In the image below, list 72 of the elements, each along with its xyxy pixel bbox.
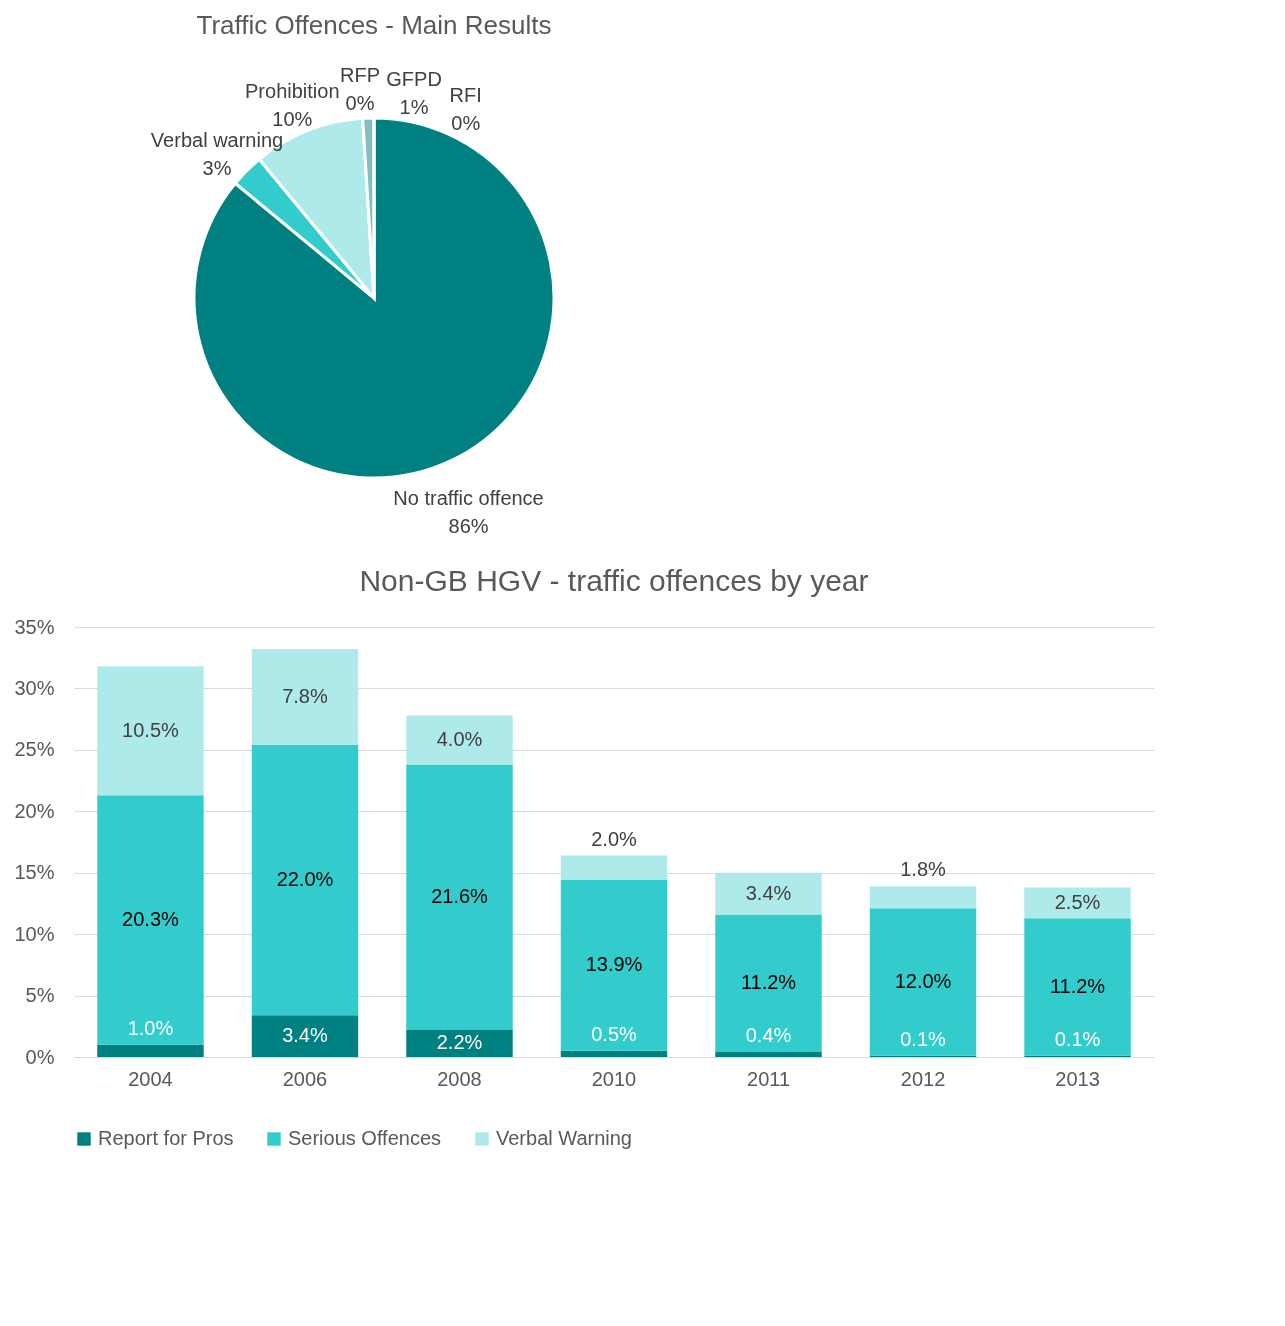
bar bbox=[560, 1050, 668, 1057]
data-label: 2.5% bbox=[1054, 890, 1101, 913]
bar bbox=[406, 715, 513, 765]
data-label: 7.8% bbox=[282, 685, 328, 708]
legend-label: Verbal Warning bbox=[496, 1127, 632, 1149]
text: 0% bbox=[345, 92, 375, 115]
bar bbox=[715, 914, 822, 1053]
data-label: 11.2% bbox=[1049, 974, 1106, 997]
y-tick-label: 35% bbox=[14, 615, 55, 638]
data-label: 1.8% bbox=[900, 858, 947, 881]
bar bbox=[869, 886, 977, 909]
data-label: 2.2% bbox=[436, 1031, 483, 1054]
x-tick-label: 2004 bbox=[128, 1067, 173, 1090]
slice-label: Prohibition bbox=[245, 79, 340, 102]
bar bbox=[406, 1029, 513, 1057]
bar bbox=[1024, 918, 1131, 1056]
bar bbox=[1024, 887, 1131, 919]
bar bbox=[560, 855, 668, 881]
data-label: 0.1% bbox=[1054, 1027, 1101, 1050]
data-label: 12.0% bbox=[894, 970, 952, 993]
bar bbox=[97, 666, 204, 796]
data-label: 0.5% bbox=[591, 1022, 638, 1045]
y-tick-label: 15% bbox=[14, 861, 55, 884]
category-label: RFI bbox=[449, 83, 482, 106]
bar bbox=[406, 764, 513, 1030]
data-label: 0.1% bbox=[900, 1027, 947, 1050]
bar bbox=[715, 1052, 822, 1057]
x-tick-label: 2008 bbox=[437, 1067, 482, 1090]
data-label: 4.0% bbox=[436, 728, 483, 751]
data-label: 3.4% bbox=[745, 881, 792, 904]
data-label: 20.3% bbox=[122, 908, 180, 931]
y-tick-label: 0% bbox=[25, 1045, 55, 1068]
bar bbox=[97, 1044, 204, 1057]
slice-label: No traffic offence bbox=[393, 486, 544, 509]
data-label: 1.0% bbox=[127, 1016, 174, 1039]
text: 0% bbox=[451, 111, 481, 134]
data-label: 11.2% bbox=[740, 971, 797, 994]
x-tick-label: 2011 bbox=[747, 1067, 791, 1090]
category-label: RFP bbox=[340, 64, 381, 87]
x-tick-label: 2012 bbox=[900, 1067, 946, 1090]
chart-title: Non-GB HGV - traffic offences by year bbox=[359, 564, 869, 597]
y-tick-label: 20% bbox=[14, 799, 55, 822]
bar bbox=[97, 795, 204, 1045]
data-label: 21.6% bbox=[431, 885, 489, 908]
data-label: 22.0% bbox=[276, 868, 334, 891]
data-label: 1% bbox=[399, 95, 429, 118]
data-label: 3.4% bbox=[282, 1024, 328, 1047]
legend-label: Serious Offences bbox=[288, 1127, 442, 1149]
legend-label: Report for Pros bbox=[98, 1127, 234, 1149]
data-label: 10.5% bbox=[122, 718, 180, 741]
y-tick-label: 10% bbox=[14, 922, 55, 945]
data-label: 13.9% bbox=[585, 953, 643, 976]
slice-label: GFPD bbox=[386, 67, 442, 90]
data-label: 2.0% bbox=[591, 827, 638, 850]
bar bbox=[251, 744, 359, 1016]
x-tick-label: 2010 bbox=[591, 1067, 637, 1090]
chart-title: Traffic Offences - Main Results bbox=[196, 10, 552, 40]
data-label: 86% bbox=[448, 514, 489, 537]
x-tick-label: 2013 bbox=[1055, 1067, 1100, 1090]
bar bbox=[560, 880, 668, 1051]
slice-label: Verbal warning bbox=[150, 129, 284, 152]
bar bbox=[251, 649, 359, 745]
x-tick-label: 2006 bbox=[282, 1067, 328, 1090]
y-tick-label: 5% bbox=[25, 984, 55, 1007]
data-label: 0.4% bbox=[745, 1024, 792, 1047]
y-tick-label: 25% bbox=[14, 738, 55, 761]
bar bbox=[715, 872, 822, 915]
data-label: 10% bbox=[272, 107, 313, 130]
data-label: 3% bbox=[202, 157, 232, 180]
bar bbox=[251, 1015, 359, 1057]
y-tick-label: 30% bbox=[14, 676, 55, 699]
bar bbox=[869, 908, 977, 1056]
